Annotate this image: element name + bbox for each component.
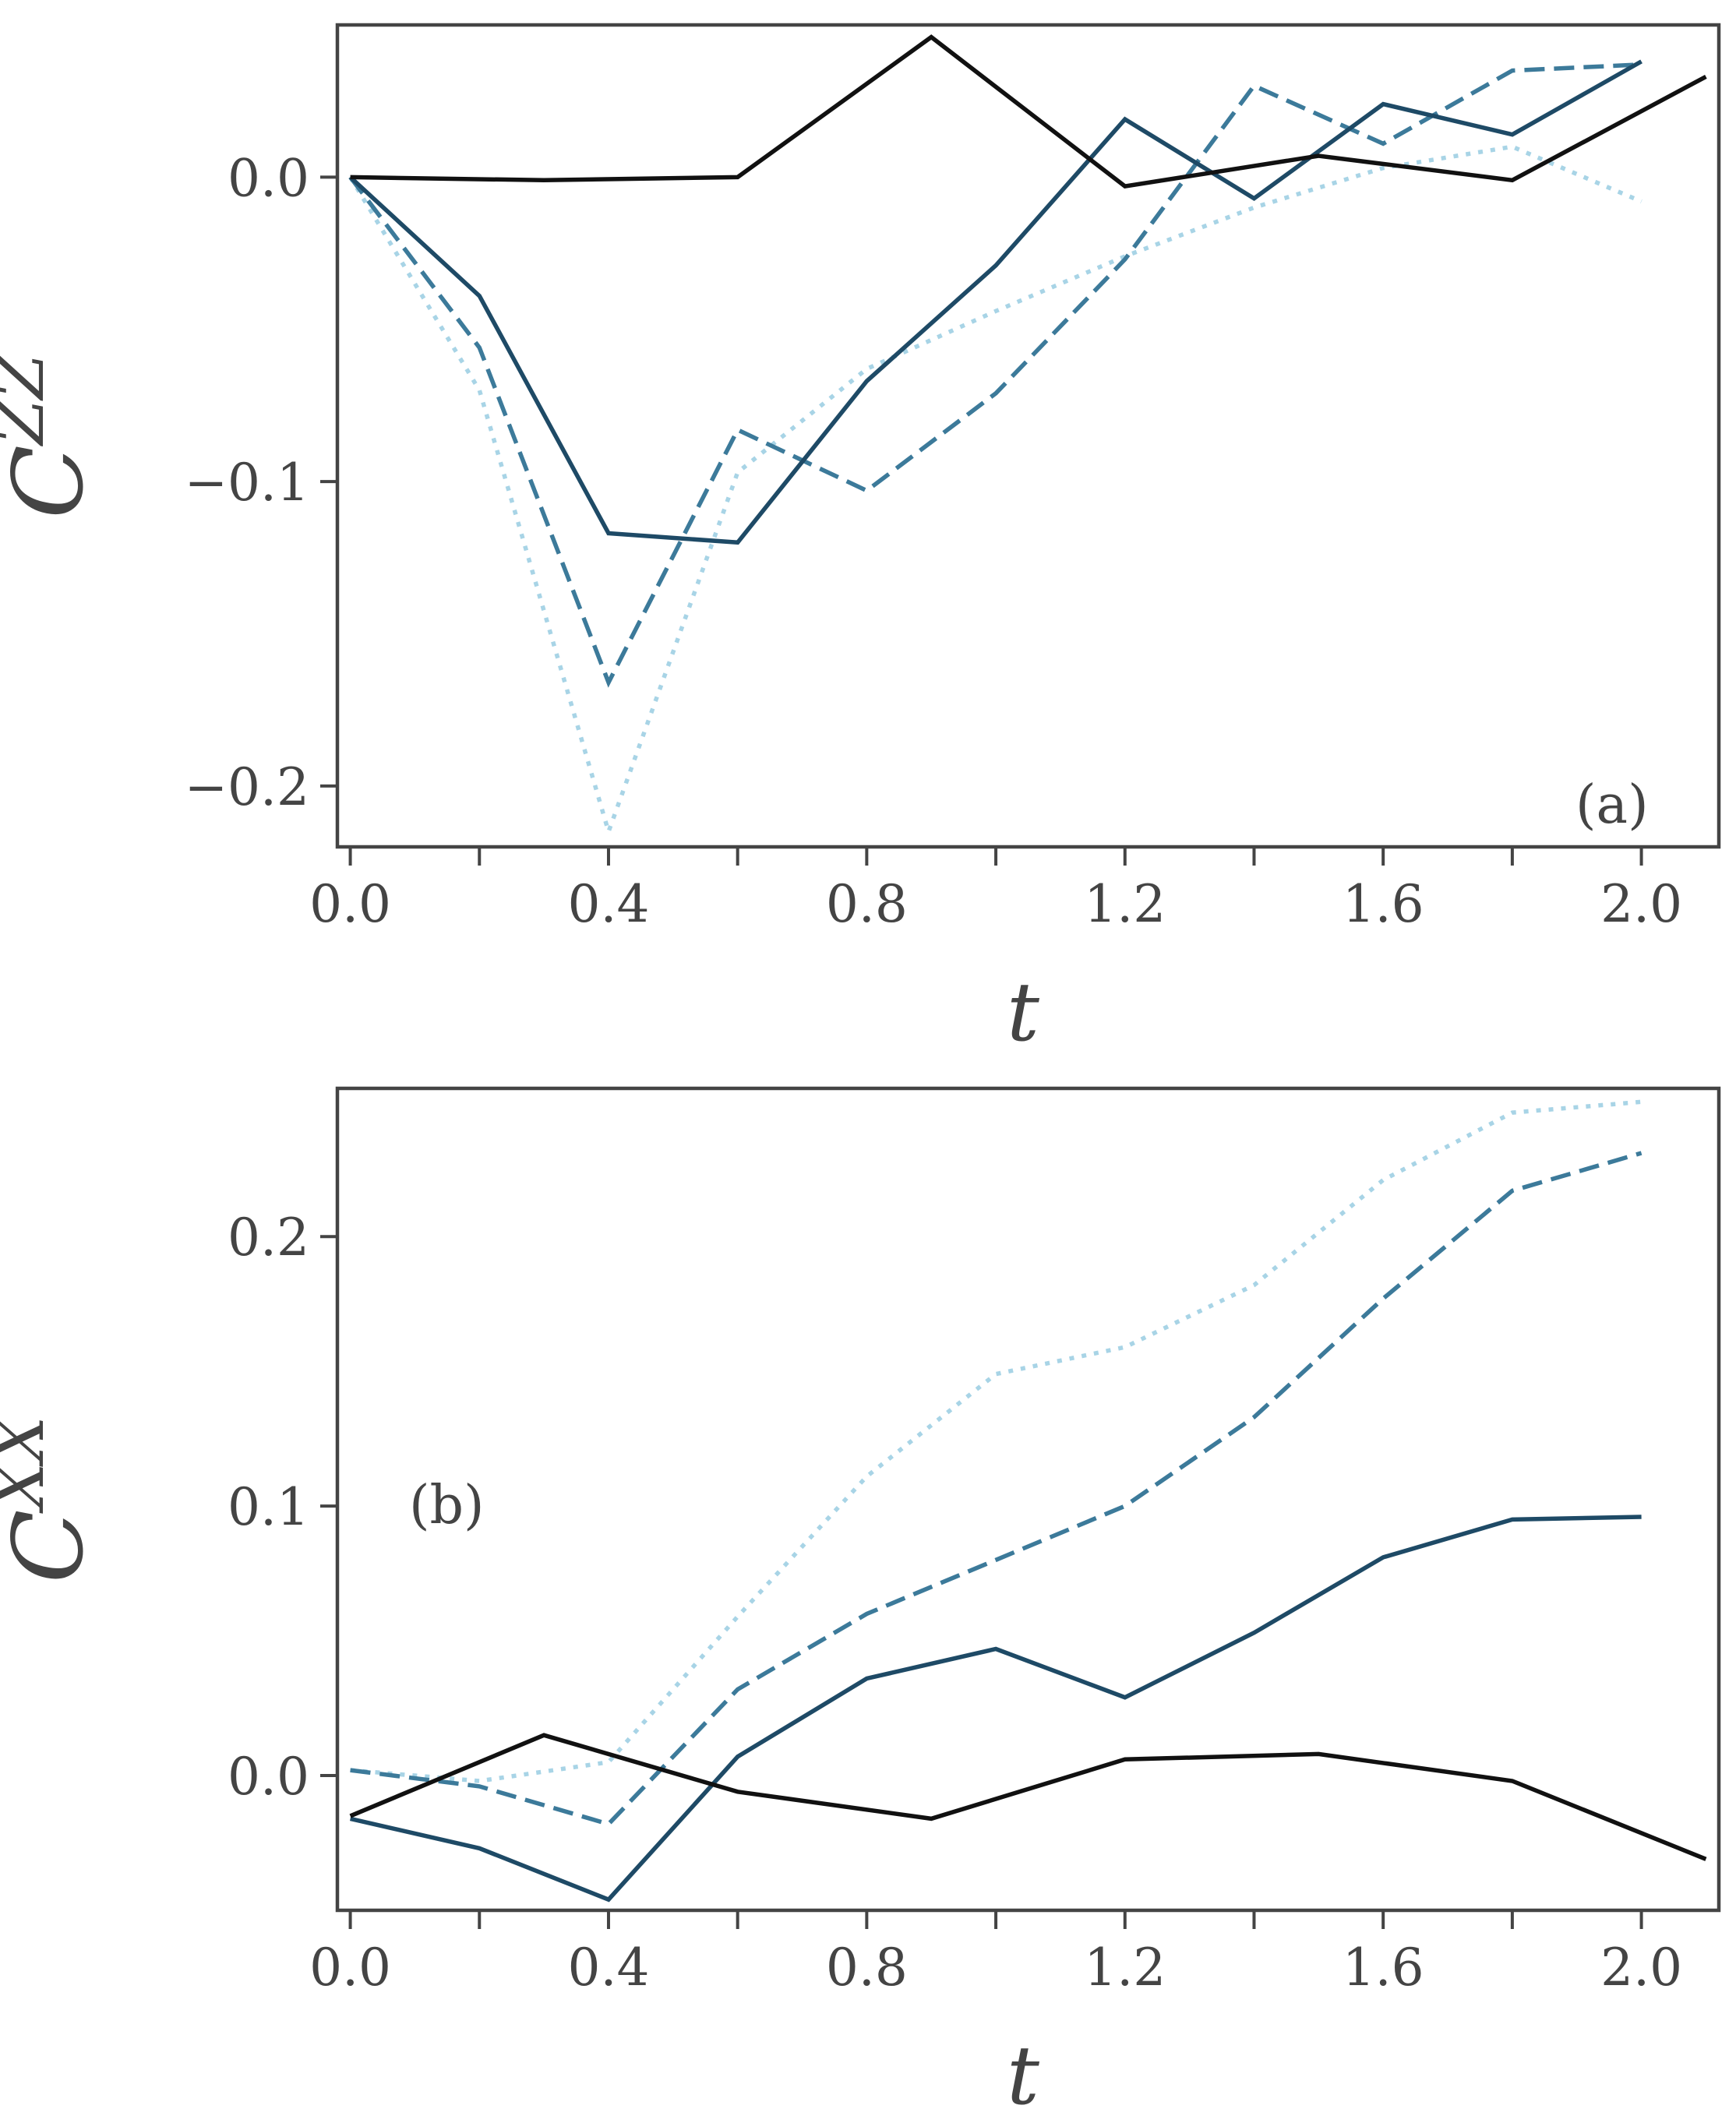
panel-b-x-tick-label: 0.8 <box>826 1938 908 1998</box>
panel-a: 0.0 0.4 0.8 1.2 1.6 2.0 0.0 −0.1 −0.2 (a) CZZ t <box>0 23 1721 1060</box>
panel-b-y-tick-label: 0.1 <box>228 1477 309 1537</box>
panel-b-y-tick-label: 0.0 <box>228 1747 309 1807</box>
panel-b-label: (b) <box>409 1475 485 1536</box>
panel-b-y-tick-label: 0.2 <box>228 1208 309 1268</box>
panel-a-x-tick-label: 0.4 <box>567 874 649 934</box>
panel-b-x-tick-label: 1.2 <box>1084 1938 1166 1998</box>
panel-a-y-tick-label: −0.2 <box>185 757 309 817</box>
panel-b-x-tick-label: 0.4 <box>567 1938 649 1998</box>
panel-b-y-axis-label-sup: XX <box>0 1414 58 1515</box>
panel-b-series-dark-blue <box>349 1515 1642 1903</box>
panel-b-y-axis-label: CXX <box>0 1414 105 1584</box>
panel-a-series-mid-blue-dashed <box>348 62 1642 688</box>
panel-b-x-tick-label: 1.6 <box>1343 1938 1424 1998</box>
panel-a-x-tick-label: 0.8 <box>826 874 908 934</box>
panel-a-frame <box>335 23 1721 849</box>
panel-a-x-tick-label: 1.2 <box>1084 874 1166 934</box>
panel-a-series-light-blue-dotted <box>348 144 1642 839</box>
panel-b-series-black <box>349 1733 1707 1861</box>
panel-a-x-tick-label: 1.6 <box>1343 874 1424 934</box>
panel-a-series-dark-blue <box>348 59 1642 545</box>
panel-a-series-black <box>350 34 1707 189</box>
panel-a-y-axis-label-base: C <box>0 445 105 519</box>
panel-a-y-axis-label-sup: ZZ <box>0 353 58 447</box>
panel-a-label: (a) <box>1575 774 1649 836</box>
panel-b-x-tick-label: 0.0 <box>309 1938 391 1998</box>
panel-a-x-tick-label: 0.0 <box>309 874 391 934</box>
panel-a-x-tick-label: 2.0 <box>1600 874 1682 934</box>
panel-b-series-mid-blue-dashed <box>350 1151 1642 1827</box>
panel-b-x-axis-label: t <box>1007 2028 1039 2123</box>
panel-b: 0.0 0.4 0.8 1.2 1.6 2.0 0.0 0.1 0.2 (b) CXX t <box>0 1086 1721 2123</box>
panel-a-y-axis-label: CZZ <box>0 353 105 519</box>
panel-a-x-axis-label: t <box>1007 965 1039 1060</box>
panel-b-frame <box>335 1086 1721 1913</box>
panel-b-series-light-blue-dotted <box>350 1099 1642 1783</box>
panel-a-y-tick-label: −0.1 <box>185 453 309 513</box>
panel-b-x-tick-label: 2.0 <box>1600 1938 1682 1998</box>
panel-b-y-axis-label-base: C <box>0 1509 105 1583</box>
panel-a-y-tick-label: 0.0 <box>228 148 309 208</box>
